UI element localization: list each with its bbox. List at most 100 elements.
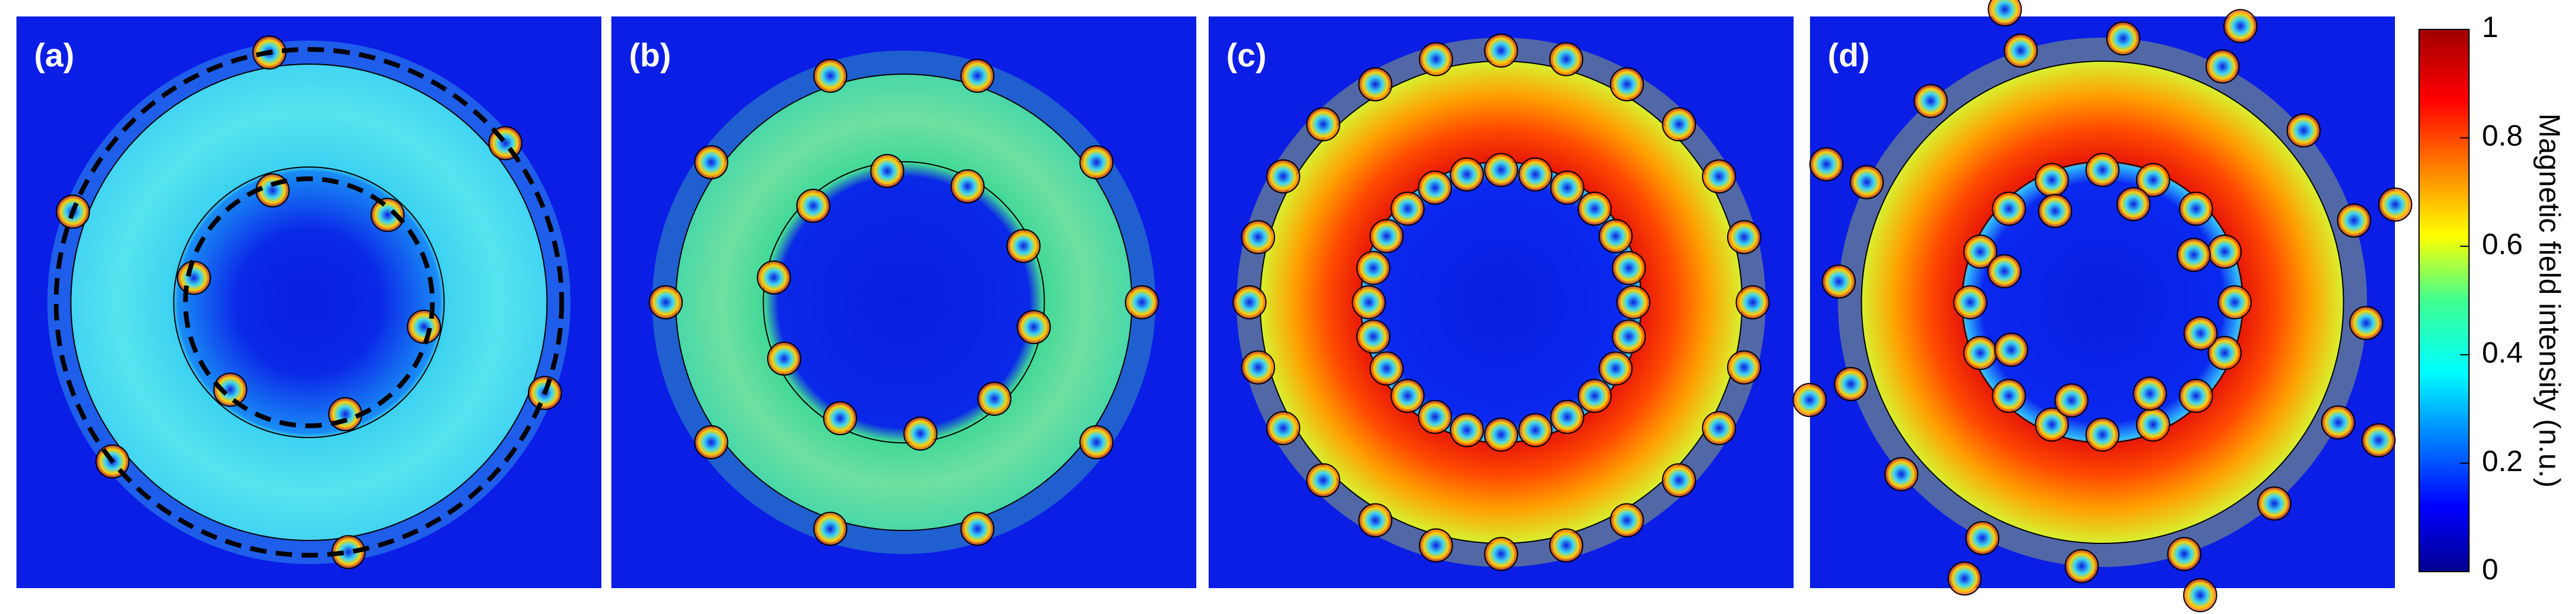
resonator (1987, 254, 2022, 289)
resonator (1006, 229, 1041, 263)
resonator (1662, 107, 1697, 142)
resonator (1369, 351, 1404, 386)
resonator (1079, 145, 1114, 179)
resonator (1418, 171, 1452, 205)
resonator (2116, 187, 2151, 222)
resonator (2085, 418, 2120, 452)
field-panel: (b) (611, 16, 1196, 588)
resonator (1963, 234, 1998, 269)
resonator (1125, 285, 1159, 319)
resonator (1232, 285, 1267, 319)
resonator (2183, 316, 2218, 351)
resonator (1241, 220, 1276, 255)
resonator (1549, 528, 1584, 563)
resonator (1577, 191, 1612, 226)
resonator (870, 154, 905, 188)
resonator (1358, 503, 1393, 538)
resonator (1884, 457, 1919, 492)
resonator (1992, 379, 2026, 413)
resonator (2223, 9, 2258, 44)
resonator (1484, 418, 1518, 452)
resonator (1358, 67, 1393, 102)
dashed-guide (183, 176, 435, 428)
resonator (1598, 351, 1633, 386)
resonator (813, 512, 848, 546)
resonator (2179, 191, 2213, 226)
resonator (1484, 34, 1518, 68)
resonator (2167, 536, 2202, 571)
resonator (648, 285, 683, 319)
resonator (1484, 537, 1518, 571)
resonator (694, 145, 728, 179)
resonator (767, 341, 801, 376)
resonator (977, 382, 1012, 416)
resonator (2183, 578, 2217, 613)
structure (47, 35, 571, 569)
resonator (2085, 153, 2120, 187)
tick-label: 0.8 (2482, 119, 2523, 152)
resonator (2176, 238, 2211, 272)
resonator (1418, 399, 1452, 434)
resonator (2361, 423, 2396, 458)
resonator (2217, 285, 2252, 319)
resonator (1727, 350, 1761, 385)
resonator (1735, 285, 1770, 319)
resonator (2054, 383, 2089, 418)
resonator (903, 416, 938, 451)
resonator (950, 169, 985, 203)
resonator (2205, 49, 2240, 84)
resonator (2106, 21, 2140, 56)
panels: (a) (b) (c) (d) (16, 0, 2413, 613)
resonator (694, 425, 728, 460)
resonator (1419, 528, 1453, 563)
resonator (1390, 379, 1425, 413)
resonator (1390, 191, 1425, 226)
resonator (2337, 203, 2371, 238)
resonator (2286, 113, 2321, 148)
resonator (1821, 264, 1856, 299)
field-ring (70, 64, 548, 541)
field-ring (1861, 61, 2344, 544)
resonator (2136, 407, 2170, 442)
resonator (1369, 219, 1404, 253)
resonator (213, 372, 247, 407)
resonator (960, 512, 995, 546)
colorbar: Magnetic field intensity (n.u.) 0 0.2 0.4 0… (2418, 11, 2566, 586)
resonator (960, 58, 995, 93)
resonator (2349, 306, 2384, 341)
tick-label: 0.6 (2482, 228, 2523, 261)
panel-label: (d) (1828, 36, 1870, 74)
resonator (1611, 319, 1646, 354)
resonator (2035, 407, 2069, 442)
resonator (823, 401, 858, 436)
tick-label: 1 (2482, 11, 2498, 44)
resonator (1849, 165, 1884, 199)
field-panel: (c) (1209, 16, 1794, 588)
resonator (1988, 0, 2022, 26)
resonator (1610, 67, 1644, 102)
resonator (370, 198, 405, 232)
resonator (2257, 486, 2291, 521)
inner-boundary (173, 166, 445, 438)
resonator (2035, 163, 2069, 198)
resonator (1702, 411, 1737, 445)
resonator (1610, 503, 1644, 538)
resonator (1450, 413, 1484, 448)
resonator (1947, 561, 1982, 596)
resonator (1518, 157, 1553, 192)
resonator (1963, 336, 1998, 371)
resonator (2179, 379, 2213, 413)
colorbar-gradient (2418, 29, 2470, 572)
resonator (1727, 220, 1761, 255)
resonator (1577, 379, 1612, 413)
resonator (1611, 251, 1646, 285)
resonator (2136, 163, 2170, 198)
resonator (1079, 425, 1114, 460)
resonator (1306, 107, 1340, 142)
field-panel: (d) (1792, 0, 2413, 613)
resonator (1809, 147, 1844, 182)
panel-label: (c) (1226, 36, 1266, 74)
structure (648, 51, 1159, 554)
resonator (2133, 376, 2167, 411)
